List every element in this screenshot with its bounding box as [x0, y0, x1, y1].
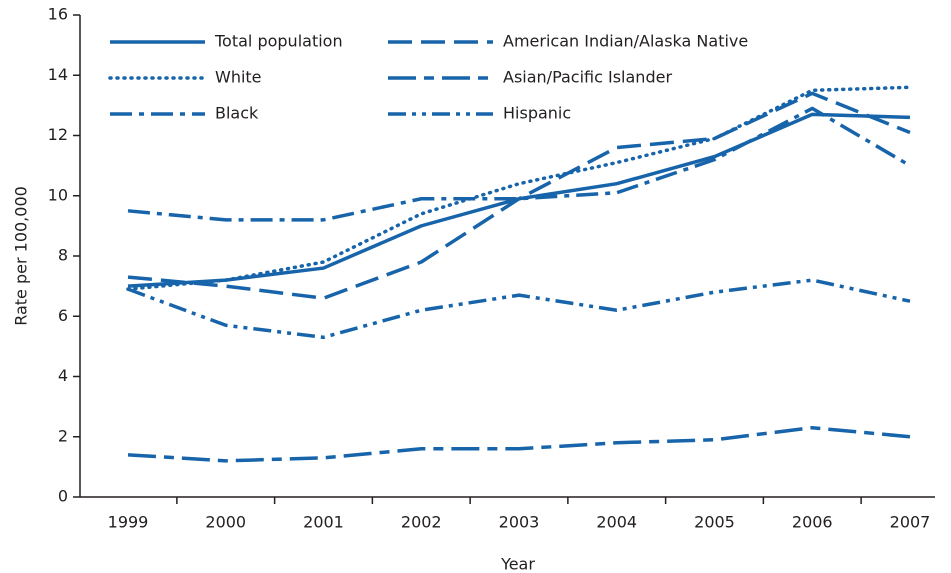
y-tick-label: 6 [58, 306, 68, 325]
series-line [127, 278, 911, 340]
x-tick-label: 2004 [596, 513, 637, 532]
x-tick-label: 2005 [694, 513, 735, 532]
y-tick-label: 0 [58, 487, 68, 506]
y-axis-title: Rate per 100,000 [12, 186, 31, 326]
y-tick-label: 14 [48, 65, 68, 84]
x-tick-label: 2002 [401, 513, 442, 532]
legend-label: Total population [214, 32, 343, 51]
legend-label: White [215, 68, 262, 87]
x-axis-title: Year [500, 555, 535, 573]
x-tick-label: 2000 [205, 513, 246, 532]
series-line [127, 106, 911, 222]
series-line [127, 425, 911, 463]
legend-label: American Indian/Alaska Native [503, 32, 748, 51]
series-line [126, 85, 912, 291]
x-tick-label: 2003 [499, 513, 540, 532]
y-tick-label: 2 [58, 426, 68, 445]
legend-label: Hispanic [503, 104, 571, 123]
y-tick-label: 8 [58, 246, 68, 265]
y-tick-label: 16 [48, 5, 68, 24]
y-tick-label: 12 [48, 125, 68, 144]
x-tick-label: 2007 [890, 513, 931, 532]
x-tick-label: 2001 [303, 513, 344, 532]
y-tick-label: 10 [48, 185, 68, 204]
x-tick-label: 1999 [108, 513, 149, 532]
legend-label: Asian/Pacific Islander [503, 68, 672, 87]
legend-label: Black [215, 104, 259, 123]
y-tick-label: 4 [58, 366, 68, 385]
series-line [127, 91, 911, 300]
x-tick-label: 2006 [792, 513, 833, 532]
